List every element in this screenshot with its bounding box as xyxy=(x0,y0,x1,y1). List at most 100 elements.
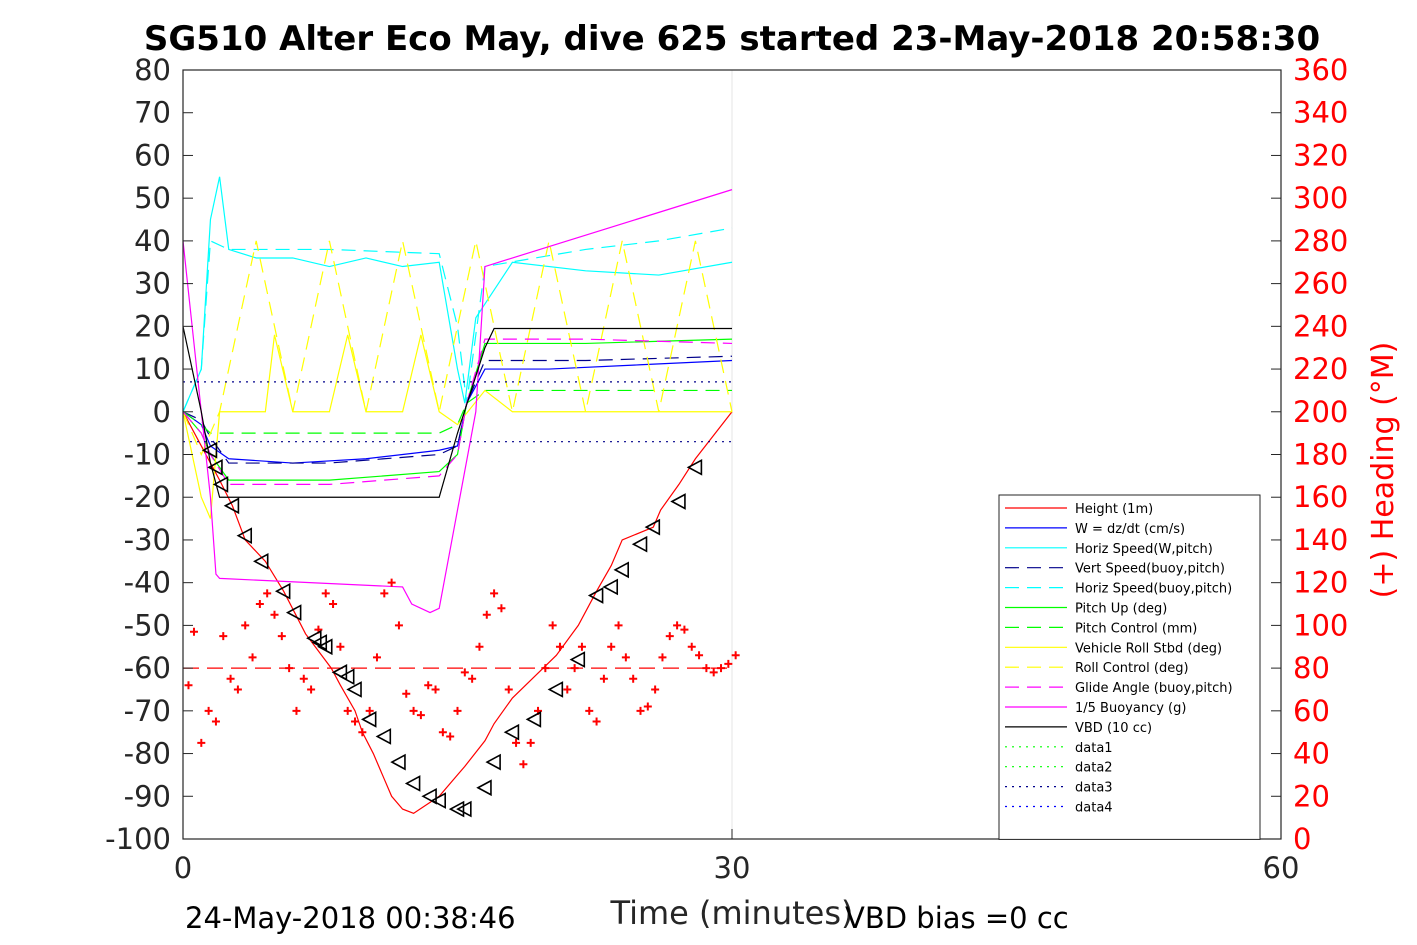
height-marker xyxy=(274,582,291,600)
heading-point xyxy=(416,711,425,720)
chart-title: SG510 Alter Eco May, dive 625 started 23… xyxy=(144,19,1320,59)
left-tick-label: 10 xyxy=(134,352,171,386)
right-tick-label: 80 xyxy=(1293,651,1330,685)
right-tick-label: 120 xyxy=(1293,566,1348,600)
heading-point xyxy=(321,589,330,598)
heading-point xyxy=(184,681,193,690)
heading-point xyxy=(204,706,213,715)
legend-label: Roll Control (deg) xyxy=(1075,661,1189,676)
height-marker xyxy=(525,711,542,728)
heading-point xyxy=(263,589,272,598)
left-tick-label: -30 xyxy=(124,523,171,557)
heading-point xyxy=(504,685,513,694)
height-marker xyxy=(360,711,377,728)
heading-point xyxy=(541,664,550,673)
right-tick-label: 280 xyxy=(1293,224,1348,258)
legend-label: Vert Speed(buoy,pitch) xyxy=(1075,562,1225,577)
heading-point xyxy=(695,651,704,660)
heading-point xyxy=(292,706,301,715)
height-marker xyxy=(448,800,465,818)
left-tick-label: 40 xyxy=(134,224,171,258)
heading-point xyxy=(658,653,667,662)
height-marker xyxy=(686,458,703,476)
heading-point xyxy=(299,674,308,683)
height-marker xyxy=(223,497,240,515)
height-marker xyxy=(421,787,437,805)
heading-point xyxy=(226,674,235,683)
right-tick-label: 220 xyxy=(1293,352,1348,386)
series-line-vert-speed-buoy-pitch xyxy=(183,355,733,464)
heading-point xyxy=(343,706,352,715)
left-tick-label: -20 xyxy=(124,480,171,514)
height-marker xyxy=(212,476,229,493)
height-marker xyxy=(613,561,629,579)
series-line-horiz-speed-w-pitch xyxy=(183,176,733,413)
legend-label: 1/5 Buoyancy (g) xyxy=(1075,701,1186,716)
legend-label: Height (1m) xyxy=(1075,502,1153,517)
height-marker xyxy=(476,779,492,797)
series-line-vehicle-roll-stbd-deg xyxy=(183,334,732,519)
right-tick-label: 240 xyxy=(1293,309,1348,343)
right-tick-label: 180 xyxy=(1293,438,1348,472)
heading-point xyxy=(702,664,711,673)
heading-point xyxy=(490,589,499,598)
heading-point xyxy=(394,621,403,630)
heading-point xyxy=(307,685,316,694)
heading-point xyxy=(629,674,638,683)
height-marker xyxy=(346,681,362,698)
heading-point xyxy=(387,578,396,587)
height-marker xyxy=(404,775,421,792)
right-tick-label: 0 xyxy=(1293,822,1311,856)
height-marker xyxy=(390,753,406,771)
heading-point xyxy=(577,642,586,651)
series-line-roll-control-deg xyxy=(183,240,733,457)
series-line-1-5-buoyancy-g xyxy=(183,189,733,614)
height-marker xyxy=(339,668,355,685)
heading-point xyxy=(431,685,440,694)
heading-point xyxy=(724,659,733,668)
left-tick-label: -60 xyxy=(124,651,171,685)
left-tick-label: 30 xyxy=(134,267,171,301)
height-marker xyxy=(602,578,619,596)
series-line-vbd-10-cc xyxy=(183,326,732,498)
heading-point xyxy=(621,653,630,662)
plot-area: 80706050403020100-10-20-30-40-50-60-70-8… xyxy=(105,53,1348,885)
heading-point xyxy=(409,706,418,715)
heading-point xyxy=(241,621,250,630)
series-group xyxy=(183,176,740,818)
footer-vbd-bias: VBD bias =0 cc xyxy=(845,901,1069,935)
heading-point xyxy=(189,627,198,636)
heading-point xyxy=(519,760,528,769)
x-tick-label: 0 xyxy=(174,851,192,885)
heading-point xyxy=(329,600,338,609)
right-tick-label: 200 xyxy=(1293,395,1348,429)
left-tick-label: -10 xyxy=(124,438,171,472)
legend-label: data3 xyxy=(1075,781,1113,796)
right-tick-label: 160 xyxy=(1293,480,1348,514)
series-line-horiz-speed-buoy-pitch xyxy=(183,227,733,413)
left-tick-label: -70 xyxy=(124,694,171,728)
heading-point xyxy=(219,632,228,641)
right-tick-label: 340 xyxy=(1293,96,1348,130)
height-marker xyxy=(644,518,661,536)
legend-label: Pitch Up (deg) xyxy=(1075,602,1167,617)
heading-point xyxy=(380,589,389,598)
height-marker xyxy=(547,681,564,698)
heading-point xyxy=(717,664,726,673)
heading-point xyxy=(731,651,740,660)
heading-point xyxy=(197,738,206,747)
left-tick-label: -90 xyxy=(124,779,171,813)
heading-point xyxy=(555,642,564,651)
legend-label: W = dz/dt (cm/s) xyxy=(1075,522,1185,537)
left-tick-label: -80 xyxy=(124,737,171,771)
legend: Height (1m) W = dz/dt (cm/s) Horiz Speed(W… xyxy=(998,494,1261,840)
heading-point xyxy=(665,632,674,641)
height-marker xyxy=(331,664,348,681)
heading-point xyxy=(402,689,411,698)
x-axis-label: Time (minutes) xyxy=(610,894,854,932)
left-tick-label: 70 xyxy=(134,96,171,130)
legend-label: Pitch Control (mm) xyxy=(1075,621,1197,636)
heading-point xyxy=(592,717,601,726)
heading-point xyxy=(497,604,506,613)
